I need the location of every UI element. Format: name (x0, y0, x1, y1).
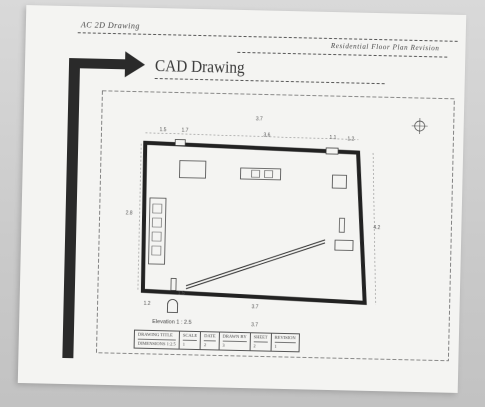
dim-top-right-b: 1.2 (347, 136, 355, 143)
room-walls (140, 140, 367, 305)
title-block-cell: REVISION 1 (274, 334, 296, 351)
furniture-desk (179, 160, 207, 179)
dim-left-side: 2.8 (125, 210, 133, 217)
drawing-frame (96, 90, 455, 362)
title-block-cell: DRAWN BY 3 (219, 332, 251, 351)
dim-top-right-a: 1.1 (329, 134, 337, 142)
floor-plan-drawing (62, 51, 455, 362)
dim-bottom-left: 1.2 (143, 300, 151, 307)
diagonal-line (185, 239, 326, 287)
title-block-cell: SCALE 1 (179, 331, 202, 350)
dim-door-label: 1.5 (177, 290, 185, 297)
furniture-cabinet (331, 174, 347, 189)
direction-arrow-icon (62, 51, 146, 359)
title-block-cell: DATE 2 (200, 332, 220, 350)
dim-top-left-b: 1.7 (181, 127, 189, 134)
title-block: DRAWING TITLE DIMENSIONS 1:2.5 SCALE 1 D… (133, 329, 300, 353)
dim-top-inner: 3.6 (263, 132, 271, 139)
right-wall-box (334, 239, 354, 251)
left-shelving (148, 197, 167, 265)
dim-right-side: 4.2 (373, 224, 381, 232)
paper-sheet: AC 2D Drawing Residential Floor Plan Rev… (17, 5, 467, 393)
door-swing (167, 299, 178, 313)
dim-top-center: 3.7 (255, 116, 263, 123)
furniture-table (240, 167, 282, 181)
scale-note: Elevation 1 : 2.5 (152, 318, 192, 326)
title-block-cell: SHEET 2 (250, 333, 272, 351)
north-arrow-icon (411, 118, 428, 135)
right-wall-item (338, 217, 345, 233)
dim-top-left-a: 1.5 (159, 127, 167, 134)
title-block-cell: DRAWING TITLE DIMENSIONS 1:2.5 (134, 330, 180, 349)
top-right-window (325, 147, 339, 155)
door-gap (170, 278, 177, 291)
dim-bottom-below: 3.7 (251, 322, 259, 329)
top-left-window (174, 139, 186, 147)
dim-bottom-center: 3.7 (251, 304, 259, 311)
